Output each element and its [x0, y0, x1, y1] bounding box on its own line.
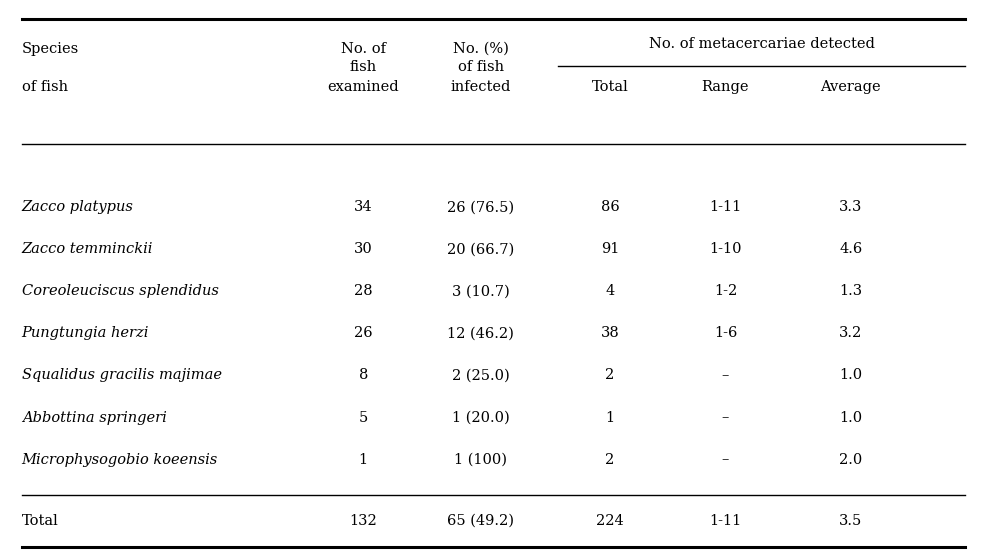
Text: No. of: No. of: [340, 41, 386, 56]
Text: 1.0: 1.0: [838, 368, 862, 383]
Text: 1‑11: 1‑11: [709, 200, 740, 215]
Text: 224: 224: [596, 514, 623, 528]
Text: 2: 2: [604, 368, 614, 383]
Text: 12 (46.2): 12 (46.2): [447, 326, 514, 341]
Text: 26: 26: [354, 326, 372, 341]
Text: 4.6: 4.6: [838, 242, 862, 257]
Text: 3 (10.7): 3 (10.7): [452, 284, 509, 299]
Text: infected: infected: [450, 80, 511, 94]
Text: 1: 1: [604, 410, 614, 425]
Text: Total: Total: [22, 514, 58, 528]
Text: 1‑2: 1‑2: [713, 284, 737, 299]
Text: Average: Average: [819, 80, 880, 94]
Text: Total: Total: [591, 80, 628, 94]
Text: No. of metacercariae detected: No. of metacercariae detected: [648, 37, 874, 51]
Text: 5: 5: [358, 410, 368, 425]
Text: 2 (25.0): 2 (25.0): [452, 368, 509, 383]
Text: 1.3: 1.3: [838, 284, 862, 299]
Text: 65 (49.2): 65 (49.2): [447, 514, 514, 528]
Text: examined: examined: [327, 80, 398, 94]
Text: 1 (100): 1 (100): [454, 452, 507, 467]
Text: Coreoleuciscus splendidus: Coreoleuciscus splendidus: [22, 284, 218, 299]
Text: 3.5: 3.5: [838, 514, 862, 528]
Text: 38: 38: [600, 326, 618, 341]
Text: 26 (76.5): 26 (76.5): [447, 200, 514, 215]
Text: Zacco temminckii: Zacco temminckii: [22, 242, 153, 257]
Text: 3.3: 3.3: [838, 200, 862, 215]
Text: 132: 132: [349, 514, 377, 528]
Text: 86: 86: [600, 200, 618, 215]
Text: Abbottina springeri: Abbottina springeri: [22, 410, 167, 425]
Text: 2.0: 2.0: [838, 452, 862, 467]
Text: –: –: [721, 368, 729, 383]
Text: –: –: [721, 410, 729, 425]
Text: of fish: of fish: [458, 60, 503, 75]
Text: 1‑10: 1‑10: [709, 242, 740, 257]
Text: of fish: of fish: [22, 80, 68, 94]
Text: 4: 4: [604, 284, 614, 299]
Text: 30: 30: [354, 242, 372, 257]
Text: 1 (20.0): 1 (20.0): [452, 410, 509, 425]
Text: 2: 2: [604, 452, 614, 467]
Text: Species: Species: [22, 41, 79, 56]
Text: 1‑6: 1‑6: [713, 326, 737, 341]
Text: fish: fish: [349, 60, 377, 75]
Text: 28: 28: [354, 284, 372, 299]
Text: 1.0: 1.0: [838, 410, 862, 425]
Text: 8: 8: [358, 368, 368, 383]
Text: Range: Range: [701, 80, 748, 94]
Text: Microphysogobio koeensis: Microphysogobio koeensis: [22, 452, 218, 467]
Text: No. (%): No. (%): [453, 41, 508, 56]
Text: 3.2: 3.2: [838, 326, 862, 341]
Text: 20 (66.7): 20 (66.7): [447, 242, 514, 257]
Text: –: –: [721, 452, 729, 467]
Text: Pungtungia herzi: Pungtungia herzi: [22, 326, 149, 341]
Text: Squalidus gracilis majimae: Squalidus gracilis majimae: [22, 368, 222, 383]
Text: 1: 1: [358, 452, 368, 467]
Text: 91: 91: [600, 242, 618, 257]
Text: Zacco platypus: Zacco platypus: [22, 200, 133, 215]
Text: 34: 34: [354, 200, 372, 215]
Text: 1‑11: 1‑11: [709, 514, 740, 528]
